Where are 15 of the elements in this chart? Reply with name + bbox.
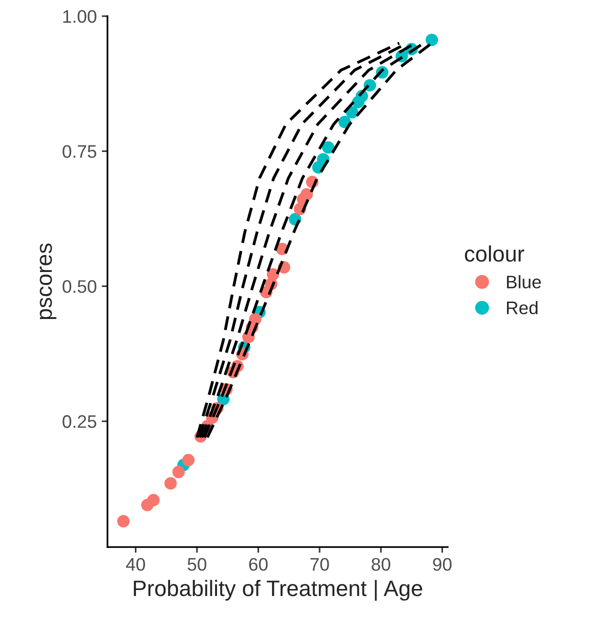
legend-title: colour — [464, 245, 524, 262]
y-tick-label: 0.75 — [62, 145, 96, 158]
y-tick-label: 1.00 — [63, 10, 96, 23]
legend-label: Blue — [507, 275, 541, 288]
y-tick-label: 0.25 — [62, 415, 96, 428]
x-tick-label: 60 — [249, 558, 268, 571]
x-axis-title: Probability of Treatment | Age — [134, 580, 422, 601]
y-axis-title: pscores — [40, 244, 56, 320]
legend-label: Red — [507, 301, 538, 314]
x-tick-label: 90 — [433, 558, 452, 571]
x-tick-label: 40 — [126, 558, 145, 571]
x-tick-label: 80 — [372, 558, 390, 571]
x-tick-label: 50 — [188, 558, 206, 571]
x-tick-label: 70 — [310, 558, 329, 571]
y-tick-label: 0.50 — [62, 280, 96, 293]
